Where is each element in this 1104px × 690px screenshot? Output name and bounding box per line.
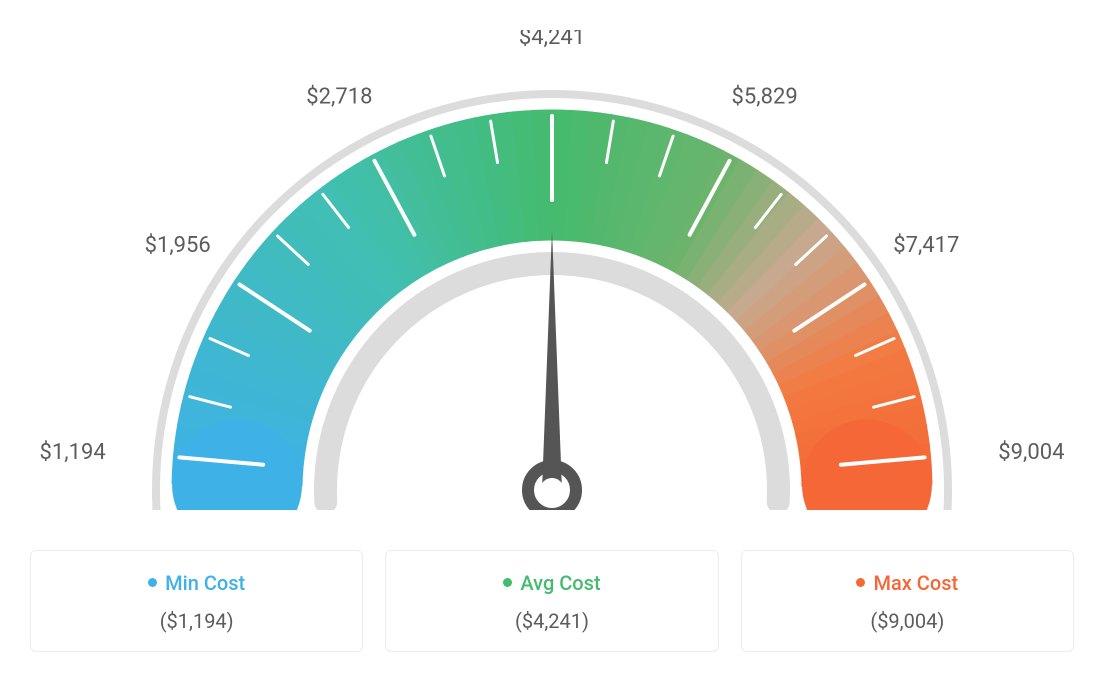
legend-dot-icon [856, 578, 865, 587]
legend-name: Max Cost [873, 571, 958, 595]
gauge-tick-label: $1,194 [40, 440, 106, 465]
legend-dot-icon [503, 578, 512, 587]
legend-value: ($4,241) [396, 609, 707, 633]
gauge-tick-label: $9,004 [998, 440, 1064, 465]
legend-title: Min Cost [41, 571, 352, 595]
gauge-svg: $1,194 $1,956 $2,718 $4,241 $5,829 $7,417 $9,0… [30, 30, 1074, 510]
legend-card: Max Cost ($9,004) [741, 550, 1074, 652]
legend-row: Min Cost ($1,194) Avg Cost ($4,241) Max Cost… [30, 550, 1074, 652]
gauge-area: $1,194 $1,956 $2,718 $4,241 $5,829 $7,417 $9,0… [30, 30, 1074, 510]
gauge-tick-label: $2,718 [306, 85, 372, 110]
legend-name: Min Cost [165, 571, 245, 595]
legend-title: Avg Cost [396, 571, 707, 595]
legend-title: Max Cost [752, 571, 1063, 595]
gauge-tick-label: $7,417 [893, 233, 959, 258]
gauge-tick-label: $1,956 [145, 233, 211, 258]
gauge-tick-label: $5,829 [732, 85, 798, 110]
legend-value: ($9,004) [752, 609, 1063, 633]
legend-dot-icon [148, 578, 157, 587]
legend-name: Avg Cost [520, 571, 600, 595]
cost-gauge-chart: $1,194 $1,956 $2,718 $4,241 $5,829 $7,417 $9,0… [30, 30, 1074, 652]
legend-card: Avg Cost ($4,241) [385, 550, 718, 652]
gauge-tick-label: $4,241 [519, 30, 585, 50]
legend-card: Min Cost ($1,194) [30, 550, 363, 652]
legend-value: ($1,194) [41, 609, 352, 633]
